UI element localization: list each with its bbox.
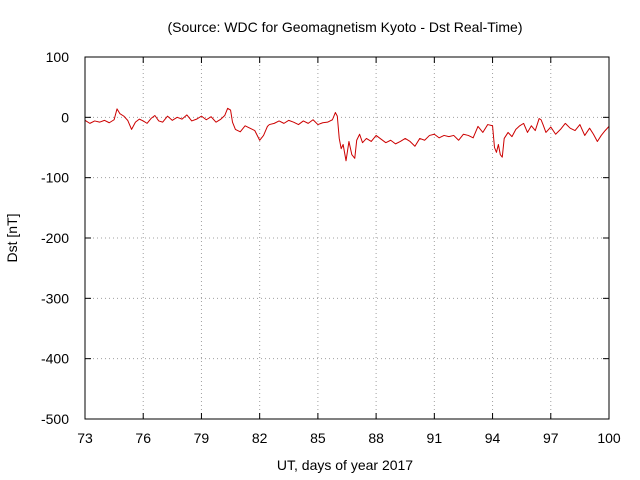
x-tick-label: 85 [310, 430, 326, 446]
x-tick-label: 82 [252, 430, 268, 446]
y-tick-label: 0 [61, 109, 69, 125]
y-tick-label: -200 [41, 230, 69, 246]
x-tick-label: 88 [368, 430, 384, 446]
axis-ticks [84, 56, 610, 420]
x-tick-label: 91 [427, 430, 443, 446]
x-axis-title: UT, days of year 2017 [277, 457, 413, 473]
x-tick-label: 100 [597, 430, 621, 446]
y-tick-label: -300 [41, 290, 69, 306]
series-layer [84, 107, 610, 162]
x-tick-label: 79 [194, 430, 210, 446]
grid-lines [85, 57, 609, 419]
y-tick-label: -500 [41, 411, 69, 427]
x-tick-label: 97 [543, 430, 559, 446]
x-tick-label: 94 [485, 430, 501, 446]
y-tick-labels: 100 0 -100 -200 -300 -400 -500 [41, 49, 69, 427]
plot-frame [84, 56, 610, 420]
x-tick-label: 73 [77, 430, 93, 446]
y-tick-label: -400 [41, 351, 69, 367]
x-tick-labels: 73 76 79 82 85 88 91 94 97 100 [77, 430, 621, 446]
y-tick-label: -100 [41, 170, 69, 186]
chart-title: (Source: WDC for Geomagnetism Kyoto - Ds… [167, 19, 522, 35]
y-axis-title: Dst [nT] [4, 213, 20, 262]
x-tick-label: 76 [135, 430, 151, 446]
dst-series-line [84, 107, 610, 162]
y-tick-label: 100 [46, 49, 70, 65]
